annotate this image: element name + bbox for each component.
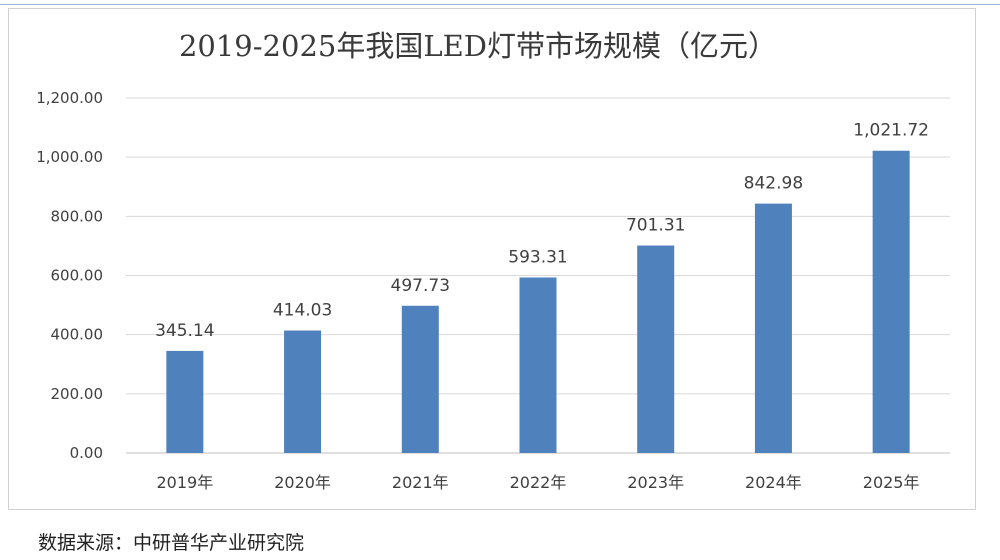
bar	[754, 203, 792, 453]
bar	[519, 277, 557, 453]
bars	[166, 150, 910, 454]
x-tick-label: 2025年	[863, 473, 920, 492]
y-tick-label: 600.00	[51, 267, 104, 285]
source-note: 数据来源：中研普华产业研究院	[38, 532, 305, 554]
x-tick-label: 2022年	[510, 473, 567, 492]
top-rule	[0, 4, 1000, 5]
data-label: 593.31	[508, 247, 567, 267]
data-label: 1,021.72	[853, 121, 929, 141]
y-axis-ticks: 0.00 200.00 400.00 600.00 800.00 1,000.00 1,20…	[36, 89, 103, 462]
x-tick-label: 2024年	[745, 473, 802, 492]
data-label: 842.98	[744, 174, 803, 194]
bar	[166, 350, 204, 453]
bar	[872, 150, 910, 454]
y-tick-label: 1,200.00	[36, 89, 103, 107]
x-tick-label: 2023年	[627, 473, 684, 492]
bar	[284, 330, 322, 453]
bar-chart: 2019-2025年我国LED灯带市场规模（亿元） 0.00 200.00 400.…	[36, 29, 950, 492]
data-labels: 345.14 414.03 497.73 593.31 701.31 842.98 1,02…	[155, 121, 929, 341]
x-tick-label: 2020年	[274, 473, 331, 492]
y-tick-label: 1,000.00	[36, 148, 103, 166]
bar	[637, 245, 675, 453]
data-label: 345.14	[155, 321, 214, 341]
y-tick-label: 0.00	[70, 444, 103, 462]
bar	[401, 305, 439, 453]
chart-title: 2019-2025年我国LED灯带市场规模（亿元）	[179, 29, 777, 63]
data-label: 497.73	[391, 276, 450, 296]
y-tick-label: 200.00	[51, 385, 104, 403]
x-tick-label: 2021年	[392, 473, 449, 492]
y-tick-label: 800.00	[51, 207, 104, 225]
y-tick-label: 400.00	[51, 326, 104, 344]
data-label: 414.03	[273, 301, 332, 321]
x-tick-label: 2019年	[156, 473, 213, 492]
data-label: 701.31	[626, 216, 685, 236]
x-axis-ticks: 2019年 2020年 2021年 2022年 2023年 2024年 2025年	[156, 473, 919, 492]
